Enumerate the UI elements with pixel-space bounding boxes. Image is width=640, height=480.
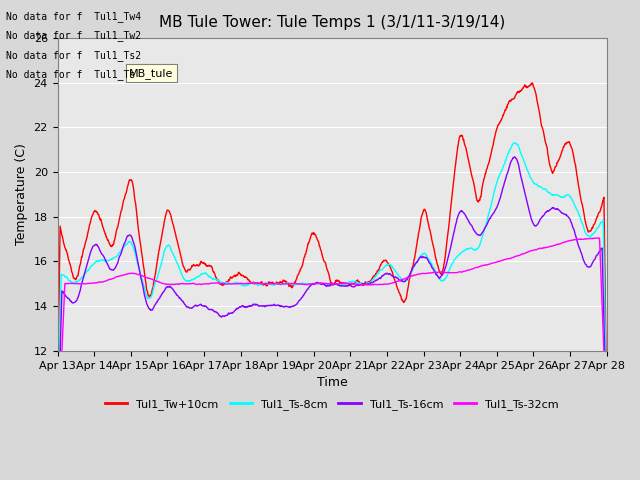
Tul1_Ts-32cm bbox=[287, 281, 294, 287]
Tul1_Tw+10cm bbox=[366, 278, 374, 284]
Text: No data for f  Tul1_Tw2: No data for f Tul1_Tw2 bbox=[6, 30, 141, 41]
Tul1_Ts-32cm bbox=[298, 281, 306, 287]
Tul1_Ts-16cm bbox=[366, 281, 374, 287]
Tul1_Ts-16cm bbox=[511, 154, 518, 160]
Tul1_Tw+10cm bbox=[54, 402, 61, 408]
Tul1_Ts-16cm bbox=[298, 295, 306, 300]
Tul1_Ts-8cm bbox=[366, 280, 374, 286]
Tul1_Ts-16cm bbox=[118, 246, 126, 252]
Tul1_Ts-8cm bbox=[603, 396, 611, 401]
Tul1_Ts-16cm bbox=[96, 248, 104, 254]
Tul1_Tw+10cm bbox=[298, 264, 306, 270]
Tul1_Ts-8cm bbox=[308, 281, 316, 287]
Tul1_Ts-8cm bbox=[298, 281, 306, 287]
Tul1_Ts-16cm bbox=[308, 282, 316, 288]
Title: MB Tule Tower: Tule Temps 1 (3/1/11-3/19/14): MB Tule Tower: Tule Temps 1 (3/1/11-3/19… bbox=[159, 15, 505, 30]
Tul1_Ts-16cm bbox=[54, 444, 61, 449]
Line: Tul1_Ts-16cm: Tul1_Ts-16cm bbox=[58, 157, 607, 446]
Tul1_Tw+10cm bbox=[287, 283, 294, 288]
Tul1_Ts-32cm bbox=[54, 449, 61, 455]
Y-axis label: Temperature (C): Temperature (C) bbox=[15, 144, 28, 245]
Tul1_Ts-16cm bbox=[603, 421, 611, 427]
X-axis label: Time: Time bbox=[317, 376, 348, 389]
Tul1_Ts-8cm bbox=[118, 246, 126, 252]
Text: No data for f  Tul1_Ts: No data for f Tul1_Ts bbox=[6, 69, 136, 80]
Tul1_Ts-32cm bbox=[603, 416, 611, 422]
Tul1_Ts-8cm bbox=[287, 280, 294, 286]
Tul1_Tw+10cm bbox=[118, 204, 126, 210]
Line: Tul1_Ts-32cm: Tul1_Ts-32cm bbox=[58, 238, 607, 452]
Tul1_Ts-8cm bbox=[54, 443, 61, 449]
Tul1_Tw+10cm bbox=[603, 388, 611, 394]
Text: MB_tule: MB_tule bbox=[129, 68, 173, 79]
Tul1_Tw+10cm bbox=[308, 231, 316, 237]
Tul1_Ts-8cm bbox=[96, 257, 104, 263]
Tul1_Tw+10cm bbox=[96, 216, 104, 222]
Tul1_Ts-32cm bbox=[366, 282, 374, 288]
Tul1_Ts-32cm bbox=[118, 273, 126, 278]
Legend: Tul1_Tw+10cm, Tul1_Ts-8cm, Tul1_Ts-16cm, Tul1_Ts-32cm: Tul1_Tw+10cm, Tul1_Ts-8cm, Tul1_Ts-16cm,… bbox=[100, 394, 563, 414]
Tul1_Ts-8cm bbox=[510, 140, 518, 145]
Tul1_Ts-32cm bbox=[308, 281, 316, 287]
Tul1_Ts-32cm bbox=[96, 279, 104, 285]
Line: Tul1_Tw+10cm: Tul1_Tw+10cm bbox=[58, 83, 607, 405]
Tul1_Tw+10cm bbox=[529, 80, 536, 86]
Text: No data for f  Tul1_Ts2: No data for f Tul1_Ts2 bbox=[6, 49, 141, 60]
Text: No data for f  Tul1_Tw4: No data for f Tul1_Tw4 bbox=[6, 11, 141, 22]
Tul1_Ts-32cm bbox=[595, 235, 602, 241]
Line: Tul1_Ts-8cm: Tul1_Ts-8cm bbox=[58, 143, 607, 446]
Tul1_Ts-16cm bbox=[287, 304, 294, 310]
